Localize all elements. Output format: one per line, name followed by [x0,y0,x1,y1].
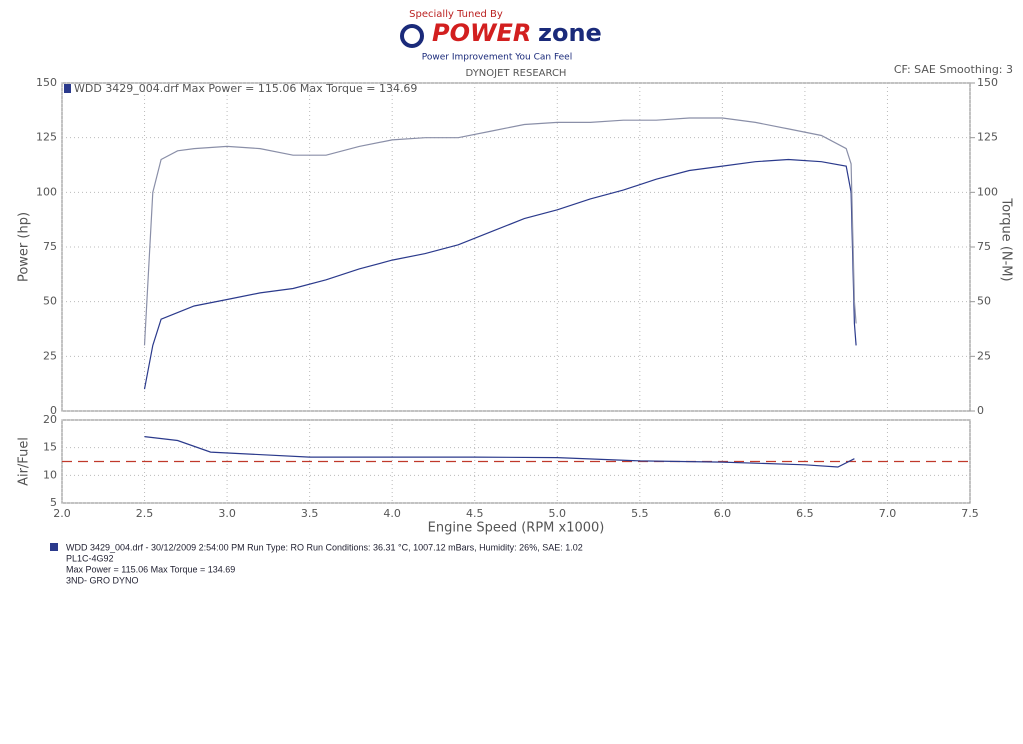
y-tick-label: 20 [43,413,57,426]
tagline-top: Specially Tuned By [409,9,503,20]
y-tick-label: 50 [43,295,57,308]
x-tick-label: 6.5 [796,507,814,520]
x-tick-label: 2.0 [53,507,71,520]
footer-line: 3ND- GRO DYNO [66,575,139,585]
x-tick-label: 5.5 [631,507,649,520]
settings: CF: SAE Smoothing: 3 [894,63,1013,76]
y2-tick-label: 150 [977,76,998,89]
y-tick-label: 5 [50,496,57,509]
footer-line: Max Power = 115.06 Max Torque = 134.69 [66,564,235,574]
brand-zone: zone [538,19,602,47]
y-tick-label: 15 [43,441,57,454]
x-tick-label: 7.0 [879,507,897,520]
x-tick-label: 6.0 [714,507,732,520]
x-tick-label: 4.5 [466,507,484,520]
y2-tick-label: 25 [977,349,991,362]
logo-mark [400,24,424,48]
y-tick-label: 25 [43,349,57,362]
x-tick-label: 3.0 [218,507,236,520]
series-line [143,158,857,390]
footer-line: WDD 3429_004.drf - 30/12/2009 2:54:00 PM… [66,542,583,552]
y-tick-label: 150 [36,76,57,89]
y2-axis-label: Torque (N-M) [999,197,1014,281]
y-tick-label: 125 [36,131,57,144]
legend-swatch [64,84,71,93]
x-tick-label: 7.5 [961,507,979,520]
x-tick-label: 5.0 [549,507,567,520]
x-tick-label: 3.5 [301,507,319,520]
dyno-name: DYNOJET RESEARCH [466,68,567,79]
brand-power: POWER [432,19,531,47]
footer-swatch [50,543,58,551]
y-tick-label: 0 [50,404,57,417]
y-tick-label: 100 [36,185,57,198]
footer-line: PL1C-4G92 [66,553,114,563]
footer: WDD 3429_004.drf - 30/12/2009 2:54:00 PM… [50,542,583,585]
x-tick-label: 2.5 [136,507,154,520]
x-axis-label: Engine Speed (RPM x1000) [428,521,605,536]
y-axis-label: Power (hp) [17,212,32,282]
x-tick-label: 4.0 [383,507,401,520]
y2-tick-label: 125 [977,131,998,144]
y2-tick-label: 100 [977,185,998,198]
y2-tick-label: 50 [977,295,991,308]
series-line [143,117,857,346]
legend: WDD 3429_004.drf Max Power = 115.06 Max … [74,82,417,95]
y-tick-label: 10 [43,468,57,481]
tagline-bottom: Power Improvement You Can Feel [422,53,572,63]
y-tick-label: 75 [43,240,57,253]
series-line [144,436,855,468]
y-axis-label: Air/Fuel [17,437,32,486]
y2-tick-label: 0 [977,404,984,417]
y2-tick-label: 75 [977,240,991,253]
